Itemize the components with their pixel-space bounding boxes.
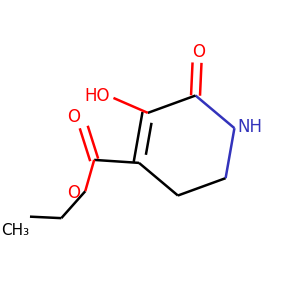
Text: O: O (192, 43, 205, 61)
Text: O: O (67, 109, 80, 127)
Text: HO: HO (84, 88, 110, 106)
Text: CH₃: CH₃ (1, 223, 29, 238)
Text: NH: NH (238, 118, 262, 136)
Text: O: O (68, 184, 80, 202)
